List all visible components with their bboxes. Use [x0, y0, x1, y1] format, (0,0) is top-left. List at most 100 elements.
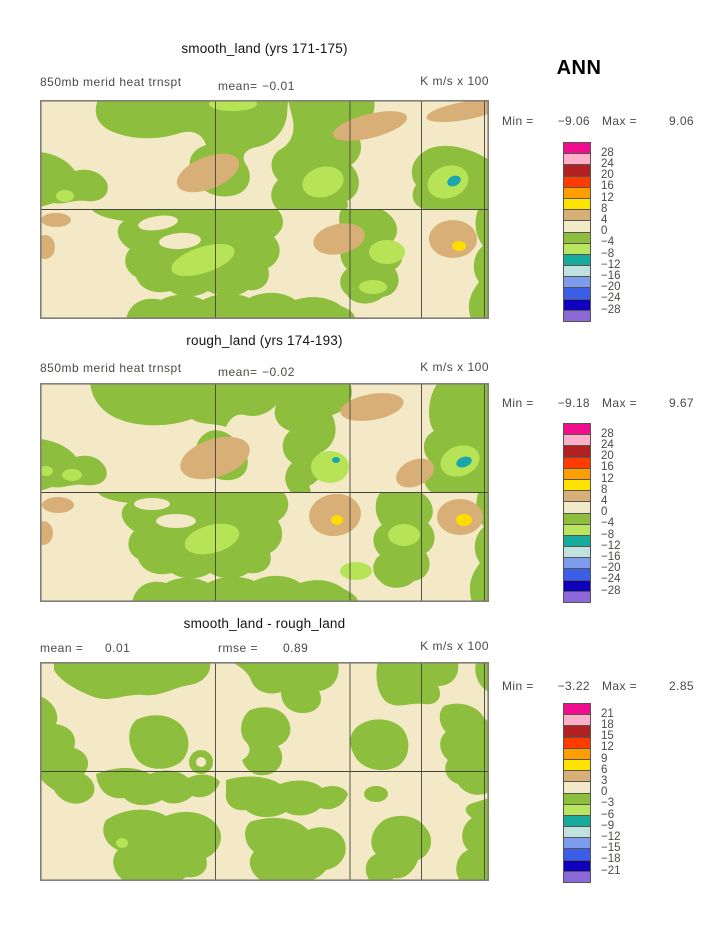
- legend-swatch: [564, 793, 590, 805]
- max-label: Max =: [602, 114, 638, 128]
- legend-label: 20: [601, 450, 614, 463]
- legend-swatch: [564, 221, 590, 233]
- legend-swatch: [564, 513, 590, 525]
- max-label: Max =: [602, 679, 638, 693]
- legend-label: 4: [601, 213, 608, 226]
- legend-swatch: [564, 838, 590, 850]
- legend-label: −15: [601, 842, 621, 855]
- legend-label: 16: [601, 461, 614, 474]
- min-label: Min =: [502, 114, 534, 128]
- legend-swatch: [564, 535, 590, 548]
- legend-label: −12: [601, 539, 621, 552]
- legend-label: 15: [601, 730, 614, 743]
- legend-label: 4: [601, 494, 608, 507]
- legend-label: −4: [601, 236, 615, 249]
- teal-spot: [332, 457, 340, 463]
- panel-3-mean-label: mean =: [40, 641, 84, 655]
- legend-swatch: [564, 176, 590, 188]
- legend-swatch: [564, 804, 590, 816]
- legend-label: 0: [601, 506, 608, 519]
- legend-label: 28: [601, 146, 614, 159]
- legend-label: −21: [601, 864, 621, 877]
- legend-swatch: [564, 748, 590, 760]
- legend-swatch: [564, 277, 590, 289]
- legend-swatch: [564, 210, 590, 222]
- legend-label: 12: [601, 472, 614, 485]
- legend-label: −20: [601, 281, 621, 294]
- legend-label: −18: [601, 853, 621, 866]
- legend-label: −16: [601, 269, 621, 282]
- legend-label: 21: [601, 707, 614, 720]
- legend-label: 16: [601, 180, 614, 193]
- panel-2-minmax: Min = −9.18 Max = 9.67: [502, 396, 694, 410]
- min-value: −9.06: [557, 114, 590, 128]
- panel-3-mean-value: 0.01: [105, 641, 131, 655]
- legend-swatch: [564, 815, 590, 828]
- panel-3-rmse-value: 0.89: [283, 641, 309, 655]
- panel-1-var-label: 850mb merid heat trnspt: [40, 75, 182, 89]
- legend-swatch: [564, 849, 590, 861]
- legend-swatch: [564, 446, 590, 458]
- legend-swatch: [564, 771, 590, 783]
- legend-swatch: [564, 502, 590, 514]
- panel-3-rmse-label: rmse =: [218, 641, 259, 655]
- legend-label: −12: [601, 830, 621, 843]
- yellow-spot: [452, 241, 466, 251]
- legend-label: 9: [601, 752, 608, 765]
- legend-label: 12: [601, 741, 614, 754]
- season-label: ANN: [556, 57, 602, 79]
- panel-1-units: K m/s x 100: [420, 74, 489, 88]
- legend-swatch: [564, 827, 590, 839]
- legend-swatch: [564, 143, 590, 155]
- panel-2-legend-labels: 28 24 20 16 12 8 4 0 −4 −8 −12 −16 −20 −24 −28: [601, 423, 643, 605]
- panel-2-mean-value: −0.02: [262, 365, 295, 379]
- legend-swatch: [564, 266, 590, 278]
- legend-label: 20: [601, 169, 614, 182]
- legend-label: 18: [601, 718, 614, 731]
- panel-1-title: smooth_land (yrs 171-175): [181, 41, 348, 56]
- panel-3-contour-map: [40, 662, 489, 881]
- legend-label: −24: [601, 292, 621, 305]
- legend-label: 0: [601, 786, 608, 799]
- legend-label: 8: [601, 202, 608, 215]
- legend-label: 6: [601, 763, 608, 776]
- max-value: 9.06: [669, 114, 694, 128]
- legend-swatch: [564, 491, 590, 503]
- min-value: −3.22: [557, 679, 590, 693]
- legend-swatch: [564, 547, 590, 559]
- panel-3-minmax: Min = −3.22 Max = 2.85: [502, 679, 694, 693]
- max-value: 9.67: [669, 396, 694, 410]
- legend-swatch: [564, 299, 590, 311]
- legend-swatch: [564, 871, 590, 883]
- legend-swatch: [564, 288, 590, 300]
- legend-label: −6: [601, 808, 615, 821]
- light-green-spot: [116, 838, 128, 848]
- panel-2-var-label: 850mb merid heat trnspt: [40, 361, 182, 375]
- min-value: −9.18: [557, 396, 590, 410]
- legend-label: 0: [601, 225, 608, 238]
- legend-label: 28: [601, 427, 614, 440]
- panel-1-contour-map: [40, 100, 489, 319]
- legend-label: −20: [601, 562, 621, 575]
- legend-swatch: [564, 704, 590, 716]
- legend-label: −28: [601, 303, 621, 316]
- legend-swatch: [564, 424, 590, 436]
- min-label: Min =: [502, 396, 534, 410]
- legend-swatch: [564, 187, 590, 199]
- legend-swatch: [564, 591, 590, 603]
- legend-label: −8: [601, 528, 615, 541]
- panel-1-legend: [563, 142, 591, 323]
- legend-swatch: [564, 715, 590, 727]
- legend-swatch: [564, 759, 590, 772]
- panel-1-mean-value: −0.01: [262, 79, 295, 93]
- teal-spot: [447, 175, 461, 187]
- legend-label: −24: [601, 573, 621, 586]
- legend-label: 24: [601, 157, 614, 170]
- legend-label: 12: [601, 191, 614, 204]
- panel-2-mean-label: mean=: [218, 365, 258, 379]
- panel-3-legend: [563, 703, 591, 884]
- teal-spot: [456, 456, 472, 468]
- legend-swatch: [564, 782, 590, 794]
- panel-3-title: smooth_land - rough_land: [183, 616, 346, 631]
